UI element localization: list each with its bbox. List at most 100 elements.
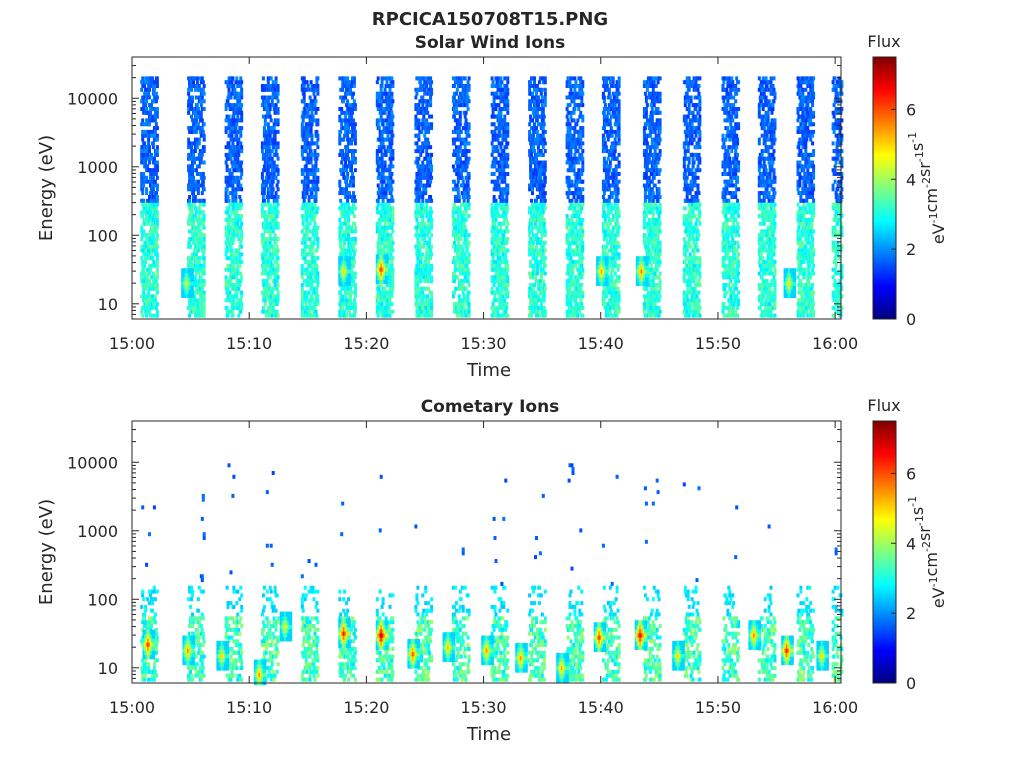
hotspot-cell — [416, 639, 420, 644]
hotspot-cell — [565, 661, 569, 667]
hotspot-cell — [602, 638, 607, 644]
hotspot-cell — [605, 260, 609, 266]
solar-wind-panel: Solar Wind Ions 15:00 15:10 15:20 15:30 15:4… — [36, 32, 948, 381]
hotspot-cell — [605, 264, 609, 270]
hotspot-cell — [645, 276, 649, 282]
colorbar-unit-label: eV-1cm-2sr-1s-1 — [906, 496, 948, 608]
hotspot-cell — [451, 657, 456, 662]
x-tick-label: 15:20 — [343, 698, 389, 717]
hotspot-cell — [384, 620, 389, 626]
hotspot-cell — [602, 630, 607, 636]
hotspot-cell — [490, 643, 494, 649]
hotspot-cell — [605, 272, 609, 278]
hotspot-cell — [347, 280, 351, 286]
hotspot-cell — [792, 293, 797, 298]
hotspot-cell — [384, 636, 389, 642]
hotspot-cell — [451, 632, 456, 638]
hotspot-cell — [347, 643, 351, 648]
hotspot-cell — [384, 274, 389, 280]
hotspot-cell — [681, 640, 685, 646]
hotspot-cell — [681, 649, 685, 655]
hotspot-cell — [451, 644, 456, 650]
solar-wind-xlabel: Time — [466, 360, 511, 381]
hotspot-cell — [643, 620, 648, 626]
colorbar-tick-label: 0 — [906, 310, 916, 329]
colorbar-tick-label: 4 — [906, 534, 916, 553]
hotspot-cell — [416, 663, 420, 669]
hotspot-cell — [384, 258, 389, 264]
hotspot-cell — [190, 272, 194, 278]
hotspot-cell — [384, 270, 389, 276]
colorbar-tick-label: 2 — [906, 240, 916, 259]
hotspot-cell — [643, 644, 648, 650]
hotspot-cell — [605, 280, 609, 286]
hotspot-cell — [191, 660, 195, 666]
hotspot-cell — [757, 624, 761, 630]
colorbar-tick-label: 0 — [906, 674, 916, 693]
hotspot-cell — [645, 280, 649, 286]
hotspot-cell — [645, 272, 649, 278]
hotspot-cell — [643, 640, 648, 646]
hotspot-cell — [792, 276, 797, 282]
hotspot-cell — [347, 276, 351, 282]
solar-wind-axes: 15:00 15:10 15:20 15:30 15:40 15:50 16:00 10 100… — [67, 56, 858, 353]
hotspot-cell — [288, 624, 293, 629]
hotspot-cell — [191, 639, 195, 645]
hotspot-cell — [416, 659, 420, 665]
cometary-axes: 15:00 15:10 15:20 15:30 15:40 15:50 16:00 10 100… — [67, 420, 858, 717]
solar-wind-title: Solar Wind Ions — [415, 33, 566, 53]
hotspot-cell — [451, 636, 456, 642]
cometary-colorbar-title: Flux — [867, 396, 900, 415]
cometary-title: Cometary Ions — [421, 397, 560, 417]
colorbar-unit-label: eV-1cm-2sr-1s-1 — [906, 132, 948, 244]
hotspot-cell — [347, 264, 351, 270]
hotspot-cell — [605, 268, 609, 274]
hotspot-cell — [681, 645, 685, 650]
hotspot-cell — [225, 657, 229, 663]
solar-wind-ylabel: Energy (eV) — [36, 135, 57, 241]
colorbar-gradient — [872, 420, 897, 684]
y-tick-label: 1000 — [77, 158, 118, 177]
x-tick-label: 16:00 — [812, 698, 858, 717]
hotspot-cell — [757, 620, 761, 626]
hotspot-cell — [681, 653, 685, 659]
hotspot-cell — [190, 280, 194, 286]
y-tick-label: 10000 — [67, 89, 118, 108]
hotspot-cell — [825, 649, 829, 655]
x-tick-label: 15:30 — [461, 698, 507, 717]
x-tick-label: 15:50 — [695, 334, 741, 353]
hotspot-cell — [151, 641, 156, 647]
colorbar-tick-label: 6 — [906, 464, 916, 483]
hotspot-cell — [645, 260, 649, 266]
hotspot-cell — [263, 671, 267, 677]
hotspot-cell — [263, 659, 267, 665]
hotspot-cell — [757, 640, 761, 646]
hotspot-cell — [757, 644, 761, 650]
hotspot-cell — [524, 667, 528, 673]
hotspot-cell — [190, 288, 194, 294]
hotspot-cell — [347, 260, 351, 266]
hotspot-cell — [825, 640, 829, 646]
hotspot-cell — [190, 276, 194, 282]
hotspot-cell — [524, 659, 528, 665]
hotspot-cell — [384, 624, 389, 630]
hotspot-cell — [524, 643, 528, 648]
hotspot-cell — [757, 632, 761, 638]
hotspot-cell — [605, 276, 609, 282]
hotspot-cell — [565, 673, 569, 679]
hotspot-cell — [825, 665, 829, 671]
y-tick-label: 100 — [87, 590, 118, 609]
x-tick-label: 16:00 — [812, 334, 858, 353]
hotspot-cell — [190, 284, 194, 290]
solar-wind-colorbar: 0 2 4 6 eV-1cm-2sr-1s-1 — [872, 56, 948, 329]
hotspot-cell — [524, 663, 528, 669]
colorbar-tick-label: 2 — [906, 604, 916, 623]
hotspot-cell — [416, 647, 420, 653]
y-tick-label: 10 — [98, 659, 118, 678]
hotspot-cell — [565, 653, 569, 658]
hotspot-cell — [681, 661, 685, 667]
hotspot-cell — [384, 644, 389, 650]
hotspot-cell — [565, 657, 569, 663]
cometary-heatmap — [140, 463, 844, 686]
